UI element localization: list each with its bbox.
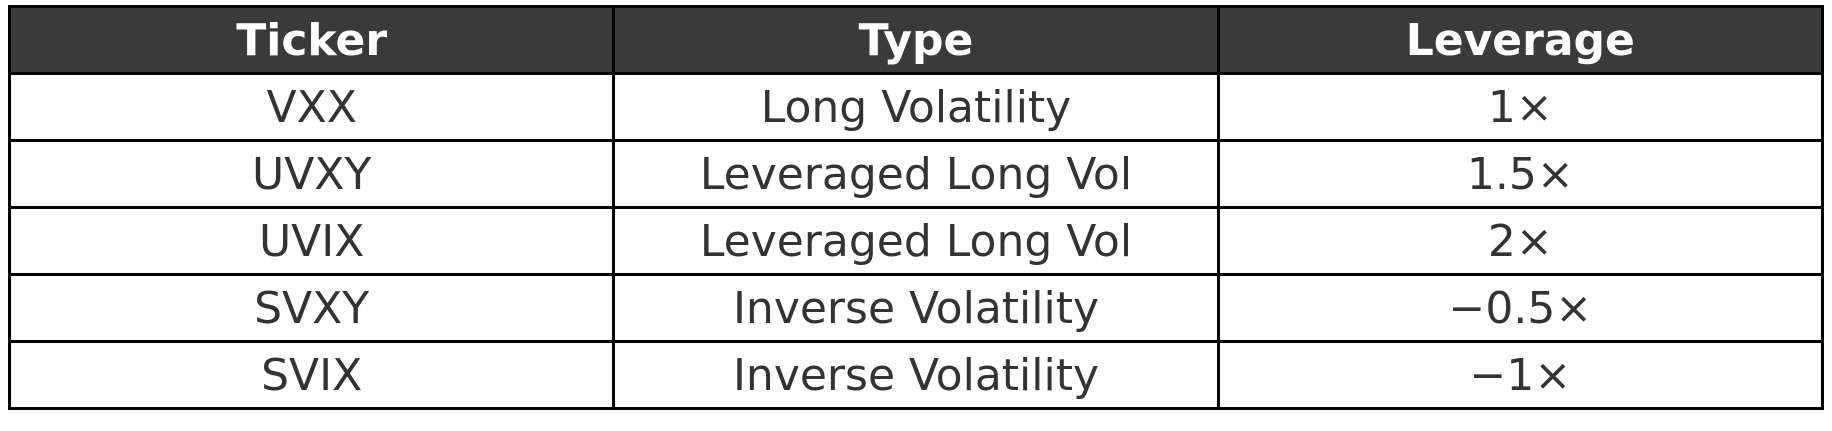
table-cell: −0.5× [1216,273,1825,343]
table-cell: Leveraged Long Vol [612,206,1220,276]
table-header: Ticker Type Leverage [7,5,1825,75]
table-cell: UVXY [7,139,616,209]
header-cell: Leverage [1216,5,1825,75]
table-cell: SVIX [7,340,616,410]
header-cell: Ticker [7,5,616,75]
table-cell: 1× [1216,72,1825,142]
table-cell: Long Volatility [612,72,1220,142]
table-cell: 1.5× [1216,139,1825,209]
table-cell: Inverse Volatility [612,340,1220,410]
header-row: Ticker Type Leverage [7,5,1825,75]
header-cell: Type [612,5,1220,75]
table-cell: Leveraged Long Vol [612,139,1220,209]
table-cell: SVXY [7,273,616,343]
table-cell: Inverse Volatility [612,273,1220,343]
table-body: VXX Long Volatility 1× UVXY Leveraged Long V… [7,72,1825,410]
table-row: UVXY Leveraged Long Vol 1.5× [7,139,1825,209]
table-cell: −1× [1216,340,1825,410]
table-cell: UVIX [7,206,616,276]
table-cell: VXX [7,72,616,142]
table: Ticker Type Leverage VXX Long Volatility 1… [7,5,1825,410]
table-row: SVIX Inverse Volatility −1× [7,340,1825,410]
table-cell: 2× [1216,206,1825,276]
table-row: SVXY Inverse Volatility −0.5× [7,273,1825,343]
table-row: VXX Long Volatility 1× [7,72,1825,142]
table-row: UVIX Leveraged Long Vol 2× [7,206,1825,276]
